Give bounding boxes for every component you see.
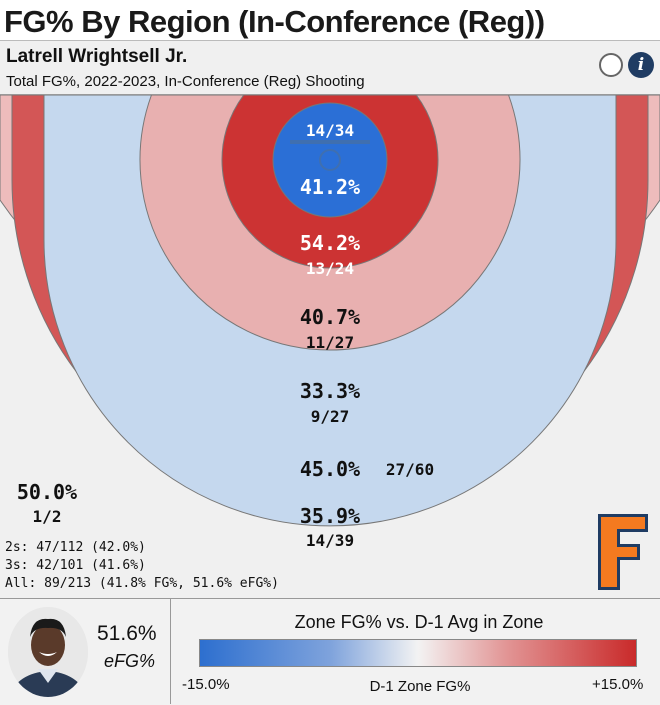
player-name: Latrell Wrightsell Jr. (6, 46, 188, 67)
label-long-two-edge-pct: 45.0% (300, 457, 360, 481)
info-icon[interactable]: i (628, 52, 654, 78)
backboard (290, 140, 370, 144)
label-three-point-pct: 35.9% (300, 504, 360, 528)
legend-divider (170, 598, 171, 704)
legend-max-label: +15.0% (592, 676, 644, 693)
chart-subtitle: Total FG%, 2022-2023, In-Conference (Reg… (6, 73, 365, 90)
label-corner-pct: 50.0% (17, 480, 77, 504)
legend-caption: D-1 Zone FG% (369, 678, 471, 695)
legend-title: Zone FG% vs. D-1 Avg in Zone (294, 612, 544, 632)
label-at-rim-pct: 41.2% (300, 175, 360, 199)
label-short-mid-made-att: 11/27 (306, 333, 354, 352)
label-three-point-made-att: 14/39 (306, 531, 354, 550)
team-logo (598, 514, 648, 590)
label-short-paint-pct: 54.2% (300, 231, 360, 255)
efg-label: eFG% (104, 651, 156, 671)
efg-value: 51.6% (97, 622, 157, 645)
label-at-rim-made-att: 14/34 (306, 121, 354, 140)
rim (319, 149, 341, 171)
player-avatar (8, 607, 88, 697)
label-long-mid-made-att: 9/27 (311, 407, 350, 426)
header-divider (0, 94, 660, 95)
legend-min-label: -15.0% (182, 676, 230, 693)
label-corner-made-att: 1/2 (33, 507, 62, 526)
label-short-paint-made-att: 13/24 (306, 259, 354, 278)
player-photo-icon (8, 607, 88, 697)
summary-twos: 2s: 47/112 (42.0%) (5, 540, 146, 555)
legend-color-bar (199, 639, 637, 667)
page-title: FG% By Region (In-Conference (Reg)) (4, 4, 545, 39)
label-long-mid-pct: 33.3% (300, 379, 360, 403)
label-long-two-edge-made-att: 27/60 (386, 460, 434, 479)
zone-at-rim (272, 102, 388, 218)
summary-threes: 3s: 42/101 (41.6%) (5, 558, 146, 573)
label-short-mid-pct: 40.7% (300, 305, 360, 329)
toggle-circle-button[interactable] (599, 53, 623, 77)
summary-all: All: 89/213 (41.8% FG%, 51.6% eFG%) (5, 576, 279, 591)
shot-chart-court: 14/34 41.2% 54.2% 13/24 40.7% 11/27 33.3… (0, 95, 660, 598)
